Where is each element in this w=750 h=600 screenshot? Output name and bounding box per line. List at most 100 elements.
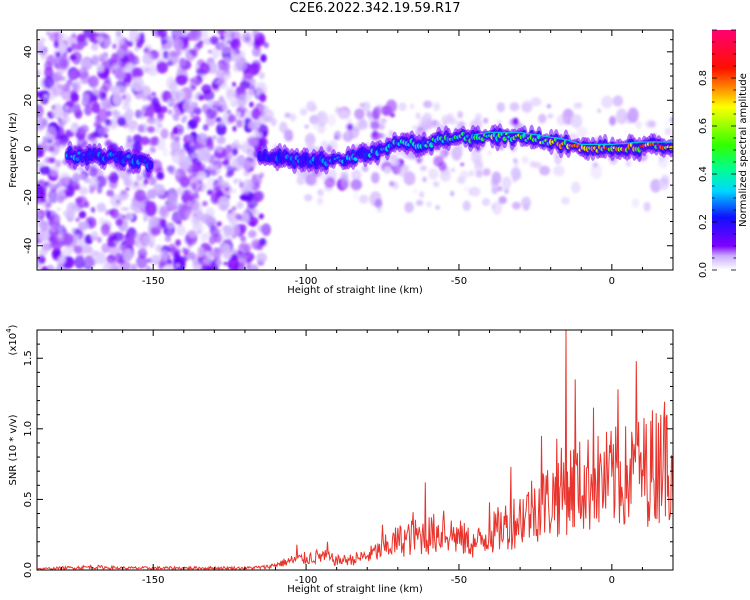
heatmap-noise-blob	[53, 50, 58, 55]
heatmap-noise-blob	[38, 219, 46, 229]
heatmap-noise-blob	[576, 102, 583, 109]
heatmap-noise-blob	[198, 179, 203, 184]
heatmap-noise-blob	[220, 45, 232, 55]
heatmap-noise-blob	[79, 41, 85, 49]
heatmap-noise-blob	[469, 169, 474, 177]
heatmap-noise-blob	[179, 176, 190, 188]
heatmap-noise-blob	[127, 52, 136, 63]
heatmap-noise-blob	[457, 111, 464, 119]
heatmap-noise-blob	[379, 133, 385, 139]
heatmap-noise-blob	[210, 169, 217, 176]
heatmap-noise-blob	[512, 158, 518, 164]
heatmap-noise-blob	[47, 188, 59, 204]
heatmap-noise-blob	[37, 123, 44, 132]
heatmap-noise-blob	[236, 119, 243, 128]
colorbar-ticks: 0.0 0.2 0.4 0.6 0.8	[698, 29, 736, 278]
line-ticks	[37, 329, 674, 571]
heatmap-noise-blob	[312, 119, 320, 130]
heatmap-noise-blob	[49, 165, 60, 177]
heatmap-noise-blob	[75, 217, 81, 223]
x-tick-label: -150	[142, 276, 165, 287]
heatmap-noise-blob	[98, 217, 105, 225]
heatmap-noise-blob	[231, 148, 238, 156]
heatmap-noise-blob	[134, 109, 144, 119]
heatmap-noise-blob	[69, 54, 77, 61]
heatmap-noise-blob	[423, 100, 433, 109]
heatmap-noise-blob	[232, 188, 237, 194]
heatmap-noise-blob	[156, 172, 165, 180]
heatmap-noise-blob	[247, 263, 256, 270]
heatmap-noise-blob	[361, 165, 369, 172]
heatmap-noise-blob	[61, 232, 74, 246]
heatmap-noise-blob	[203, 256, 212, 266]
heatmap-noise-blob	[226, 248, 233, 255]
heatmap-noise-blob	[370, 121, 380, 130]
heatmap-noise-blob	[230, 253, 237, 261]
x-tick-label: -50	[451, 575, 467, 586]
heatmap-noise-blob	[149, 146, 156, 154]
heatmap-noise-blob	[77, 67, 89, 79]
heatmap-noise-blob	[91, 168, 104, 182]
heatmap-noise-blob	[422, 176, 427, 183]
heatmap-ticks	[37, 30, 674, 271]
heatmap-noise-blob	[170, 247, 181, 257]
line-panel: -150 -100 -50 0 0.0 0.5 1.0 1.5 Height of strai…	[5, 324, 674, 595]
heatmap-noise-blob	[155, 244, 163, 253]
heatmap-noise-blob	[257, 224, 266, 233]
heatmap-noise-blob	[597, 108, 602, 113]
heatmap-noise-blob	[299, 108, 308, 116]
heatmap-noise-blob	[263, 116, 272, 123]
heatmap-noise-blob	[435, 205, 440, 210]
heatmap-noise-blob	[529, 160, 537, 168]
heatmap-noise-blob	[115, 199, 121, 204]
heatmap-noise-blob	[225, 144, 233, 154]
heatmap-noise-blob	[67, 209, 76, 219]
heatmap-noise-blob	[37, 104, 44, 118]
heatmap-noise-blob	[186, 135, 194, 143]
heatmap-noise-blob	[190, 30, 199, 38]
heatmap-noise-blob	[217, 30, 226, 36]
heatmap-noise-blob	[156, 61, 168, 74]
heatmap-noise-blob	[208, 49, 212, 54]
heatmap-noise-blob	[236, 201, 244, 209]
heatmap-noise-blob	[38, 160, 47, 168]
heatmap-noise-blob	[39, 92, 50, 105]
heatmap-noise-blob	[192, 115, 201, 124]
heatmap-noise-blob	[80, 173, 86, 179]
heatmap-noise-blob	[202, 124, 209, 131]
heatmap-noise-blob	[167, 229, 173, 236]
heatmap-noise-blob	[199, 62, 211, 75]
heatmap-noise-blob	[415, 112, 421, 120]
heatmap-noise-blob	[47, 182, 56, 190]
heatmap-noise-blob	[238, 50, 246, 58]
heatmap-noise-blob	[390, 113, 395, 118]
heatmap-noise-blob	[90, 230, 99, 242]
heatmap-marks	[37, 30, 673, 270]
heatmap-noise-blob	[181, 247, 187, 254]
heatmap-noise-blob	[219, 34, 225, 41]
heatmap-noise-blob	[133, 181, 139, 187]
heatmap-noise-blob	[635, 120, 642, 130]
heatmap-noise-blob	[415, 199, 424, 206]
heatmap-noise-blob	[462, 200, 471, 211]
y-tick-label: 0.0	[23, 562, 34, 578]
heatmap-noise-blob	[601, 95, 613, 109]
heatmap-noise-blob	[417, 157, 422, 163]
heatmap-noise-blob	[224, 186, 230, 192]
heatmap-noise-blob	[625, 159, 631, 167]
heatmap-noise-blob	[457, 176, 466, 184]
heatmap-noise-blob	[216, 122, 227, 136]
heatmap-noise-blob	[60, 118, 68, 125]
heatmap-noise-blob	[231, 206, 237, 211]
heatmap-noise-blob	[152, 30, 164, 38]
heatmap-noise-blob	[240, 211, 250, 223]
heatmap-noise-blob	[160, 106, 168, 113]
heatmap-noise-blob	[258, 71, 265, 80]
heatmap-noise-blob	[164, 234, 172, 243]
heatmap-noise-blob	[73, 183, 82, 191]
heatmap-noise-blob	[166, 194, 178, 209]
heatmap-noise-blob	[521, 156, 529, 164]
heatmap-noise-blob	[254, 132, 263, 139]
heatmap-noise-blob	[284, 112, 292, 119]
heatmap-noise-blob	[216, 145, 223, 153]
